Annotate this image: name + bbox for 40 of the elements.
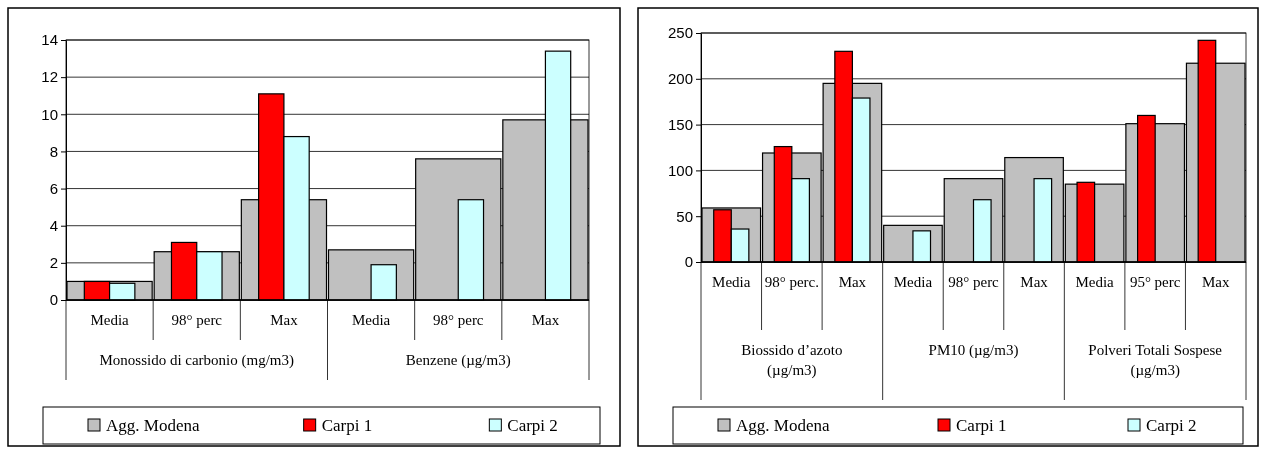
x-tick-label: Max [838,274,867,290]
x-tick-label: Media [893,274,933,290]
text: Polveri Totali Sospese (µg/m3) [1088,342,1223,379]
x-tick-label: Max [1201,274,1230,290]
y-tick-label: 10 [41,105,58,123]
x-tick-label: Max [270,312,299,328]
text: Monossido di carbonio (mg/m3) [99,352,295,369]
legend-label: Carpi 1 [321,416,373,435]
x-tick-label: Media [1075,274,1115,290]
y-tick-label: 14 [41,31,58,49]
text: Benzene (µg/m3) [405,352,511,369]
x-tick-label: Media [712,274,751,290]
y-tick-label: 150 [667,115,693,133]
y-tick-label: 4 [49,217,58,235]
legend-label: Agg. Modena [736,416,830,435]
legend-label: Carpi 2 [507,416,558,435]
y-tick-label: 50 [676,207,693,225]
x-tick-label: 98° perc. [764,274,819,290]
x-tick-label: 98° perc [432,312,484,328]
legend-label: Carpi 2 [1146,416,1197,435]
y-tick-label: 12 [41,68,58,86]
x-tick-label: Max [1020,274,1049,290]
x-tick-label: 95° perc [1129,274,1181,290]
x-tick-label: 98° perc [948,274,1000,290]
y-tick-label: 100 [667,161,693,179]
y-tick-label: 250 [667,24,693,42]
y-tick-label: 2 [49,254,58,272]
x-tick-label: Media [351,312,391,328]
x-tick-label: Media [90,312,130,328]
y-tick-label: 8 [49,142,58,160]
y-tick-label: 6 [49,179,58,197]
x-tick-label: 98° perc [171,312,223,328]
y-tick-label: 200 [667,70,693,88]
legend-label: Agg. Modena [106,416,200,435]
text: PM10 (µg/m3) [928,342,1019,359]
x-tick-label: Max [531,312,560,328]
y-tick-label: 0 [684,253,693,271]
text: Biossido d’azoto (µg/m3) [741,342,843,379]
y-tick-label: 0 [49,291,58,309]
legend-label: Carpi 1 [956,416,1007,435]
